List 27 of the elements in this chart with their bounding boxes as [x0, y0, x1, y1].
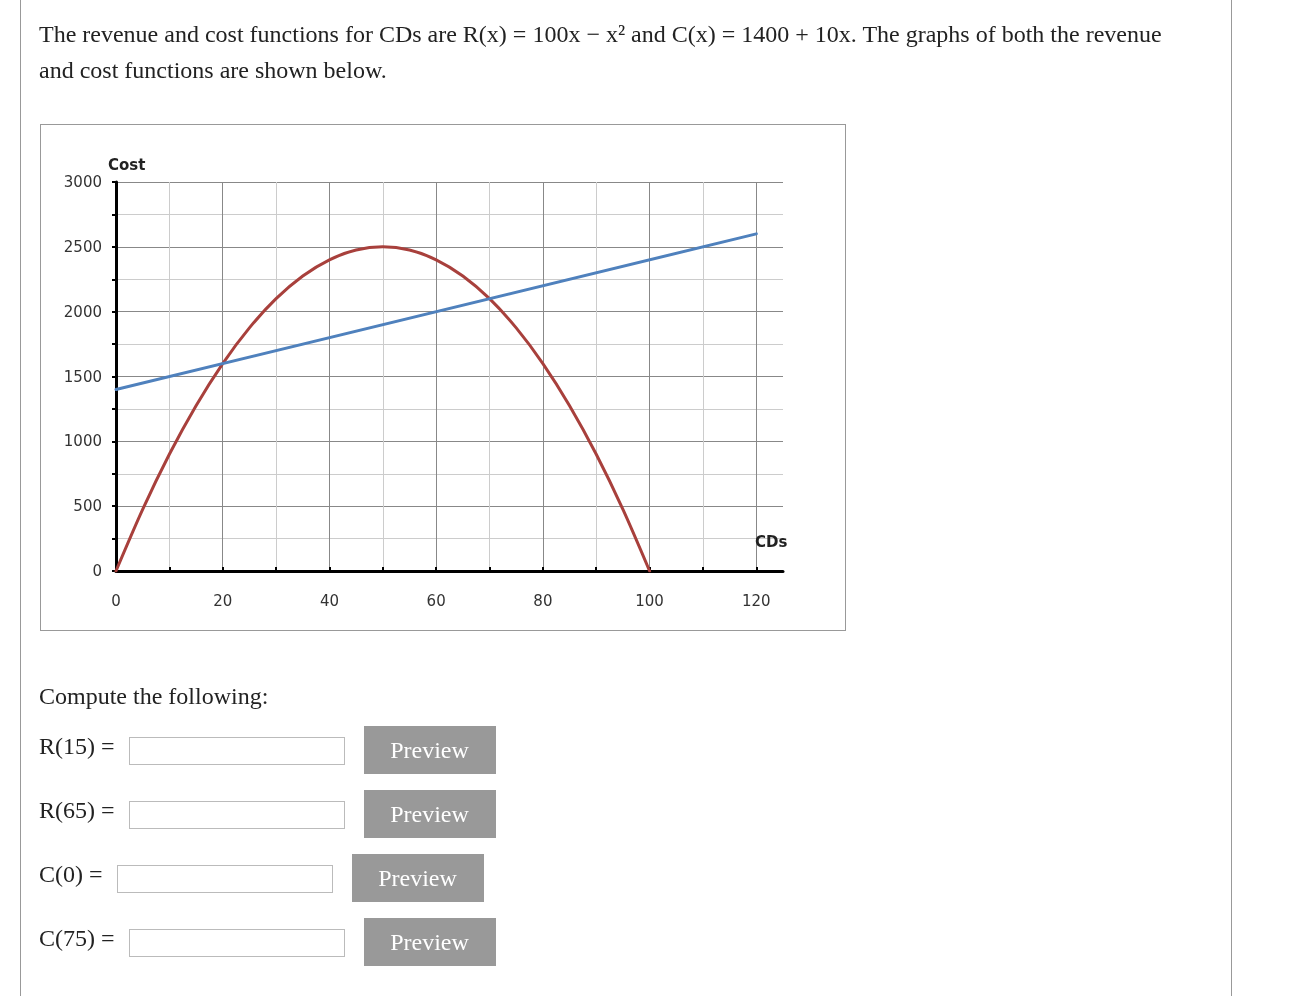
x-tick-label: 20	[213, 591, 233, 610]
text: C(0) =	[39, 861, 103, 888]
text: Preview	[363, 726, 496, 774]
text: R(15) =	[39, 733, 115, 760]
y-tick-label: 1000	[63, 432, 102, 451]
y-tick-label: 500	[73, 497, 102, 516]
text: C(75) =	[39, 925, 115, 952]
text: Compute the following:	[39, 683, 269, 710]
text: Preview	[363, 790, 496, 838]
x-tick-label: 120	[742, 591, 771, 610]
y-tick-label: 2000	[63, 302, 102, 321]
y-tick-label: 0	[92, 562, 102, 580]
x-tick-label: 0	[111, 591, 121, 610]
x-tick-label: 60	[426, 591, 446, 610]
x-axis-title: CDs	[755, 532, 788, 551]
line-series	[114, 245, 652, 573]
x-tick-label: 80	[533, 591, 553, 610]
x-tick-label: 40	[319, 591, 339, 610]
y-tick-label: 2500	[63, 237, 102, 256]
y-tick-label: 1500	[63, 367, 102, 386]
chart-title: The revenue and cost functions for CDs are R(x) = 100x − x² and C(x) = 1400 + 10x. The graphs of both the revenue and cost functions are shown below.	[39, 20, 1163, 85]
text: Preview	[363, 918, 496, 966]
x-tick-label: 100	[635, 591, 664, 610]
text: R(65) =	[39, 797, 115, 824]
y-tick-label: 3000	[63, 173, 102, 191]
y-axis-title: Cost	[108, 155, 146, 174]
text: Preview	[351, 854, 484, 902]
